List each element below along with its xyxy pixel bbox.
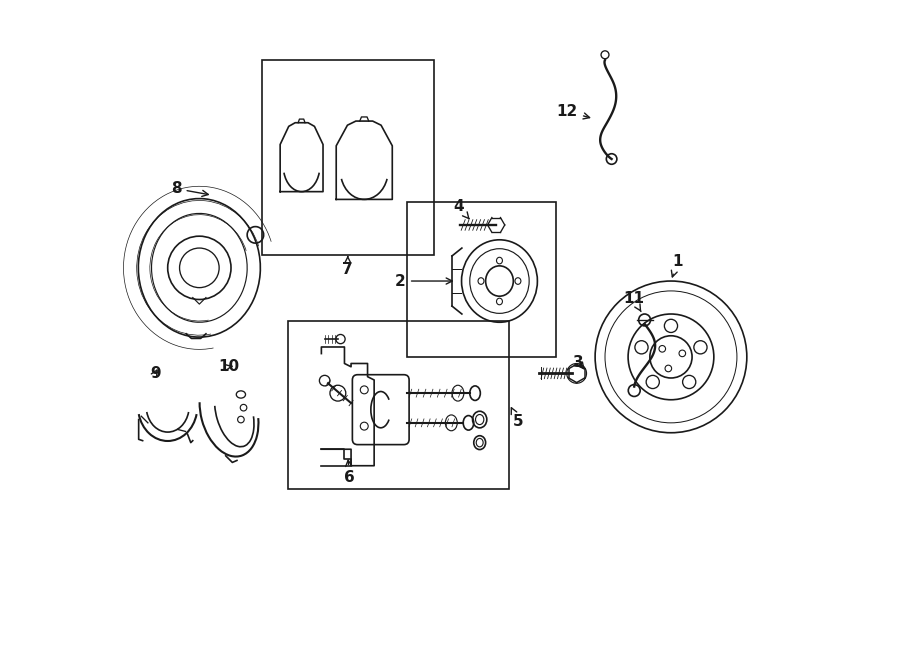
Bar xyxy=(288,321,509,488)
Text: 10: 10 xyxy=(219,360,239,374)
Bar xyxy=(262,60,434,254)
Text: 9: 9 xyxy=(149,366,160,381)
Text: 8: 8 xyxy=(171,181,208,196)
Bar xyxy=(407,202,555,357)
Text: 7: 7 xyxy=(342,256,353,278)
Text: 11: 11 xyxy=(623,292,644,311)
Text: 4: 4 xyxy=(454,199,469,219)
Text: 1: 1 xyxy=(671,254,683,277)
Text: 3: 3 xyxy=(573,355,584,369)
Text: 12: 12 xyxy=(557,104,590,119)
Text: 5: 5 xyxy=(511,408,523,429)
Text: 6: 6 xyxy=(345,460,356,485)
Text: 2: 2 xyxy=(395,274,453,289)
